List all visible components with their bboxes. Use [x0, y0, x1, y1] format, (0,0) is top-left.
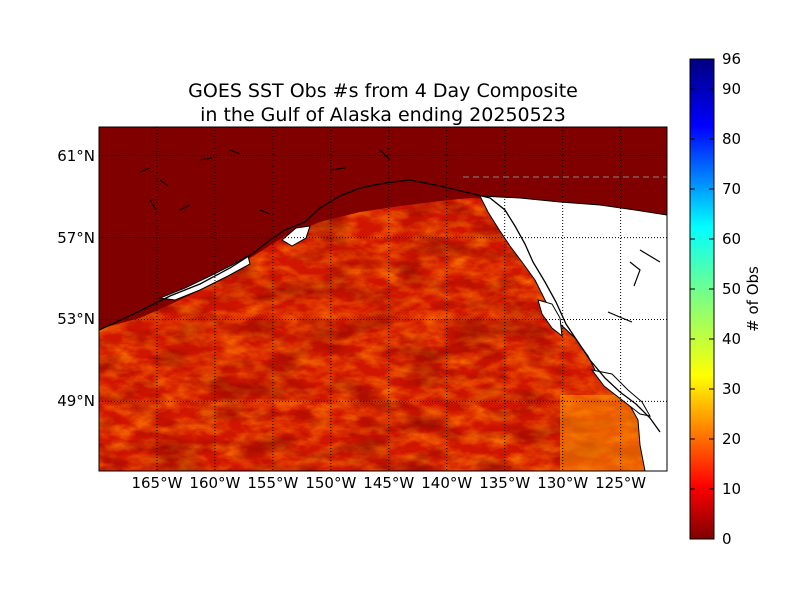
longitude-label: 125°W [595, 474, 647, 492]
land-kodiak-peninsula [158, 255, 251, 301]
longitude-label: 160°W [189, 474, 241, 492]
colorbar-tick-label: 70 [722, 180, 742, 198]
colorbar-tick-label: 20 [722, 430, 742, 448]
longitude-label: 165°W [131, 474, 183, 492]
latitude-label: 57°N [57, 228, 95, 247]
latitude-label: 61°N [57, 146, 95, 165]
colorbar-tick-label: 10 [722, 480, 742, 498]
graticule [99, 127, 667, 471]
map-title-line-2: in the Gulf of Alaska ending 20250523 [200, 104, 566, 126]
latitude-label: 49°N [57, 392, 95, 411]
canada-inland-coast [607, 249, 661, 323]
colorbar-tick-label: 40 [722, 330, 742, 348]
colorbar-ticks [690, 58, 714, 540]
colorbar [689, 58, 715, 540]
land-kenai [281, 225, 311, 247]
map-frame [98, 126, 668, 472]
inland-lakes [139, 149, 391, 215]
latitude-label: 53°N [57, 310, 95, 329]
colorbar-tick-label: 96 [722, 50, 742, 68]
longitude-label: 145°W [363, 474, 415, 492]
longitude-label: 155°W [247, 474, 299, 492]
longitude-label: 135°W [479, 474, 531, 492]
colorbar-label: # of Obs [744, 266, 762, 332]
colorbar-tick-label: 50 [722, 280, 742, 298]
longitude-label: 140°W [421, 474, 473, 492]
longitude-label: 130°W [537, 474, 589, 492]
land-haida-gwaii [537, 299, 563, 338]
map-title-line-1: GOES SST Obs #s from 4 Day Composite [188, 80, 578, 102]
longitude-label: 150°W [305, 474, 357, 492]
colorbar-tick-label: 0 [722, 530, 732, 548]
colorbar-tick-label: 60 [722, 230, 742, 248]
colorbar-tick-label: 80 [722, 130, 742, 148]
alaska-coastline [99, 179, 661, 433]
colorbar-tick-label: 90 [722, 80, 742, 98]
colorbar-tick-label: 30 [722, 380, 742, 398]
